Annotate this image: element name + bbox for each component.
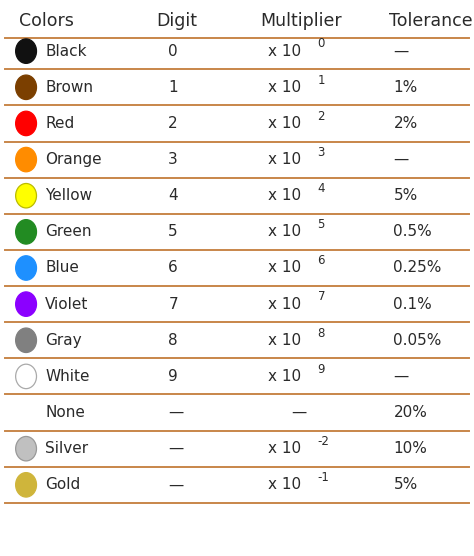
Text: Digit: Digit bbox=[156, 12, 197, 30]
Circle shape bbox=[16, 292, 36, 316]
Text: —: — bbox=[292, 405, 307, 420]
Text: 1: 1 bbox=[168, 80, 178, 95]
Text: 2%: 2% bbox=[393, 116, 418, 131]
Text: 4: 4 bbox=[318, 182, 325, 195]
Text: Blue: Blue bbox=[45, 261, 79, 275]
Text: —: — bbox=[168, 478, 183, 492]
Text: x 10: x 10 bbox=[268, 261, 301, 275]
Circle shape bbox=[16, 364, 36, 389]
Text: Red: Red bbox=[45, 116, 74, 131]
Text: 0: 0 bbox=[318, 37, 325, 51]
Text: Gray: Gray bbox=[45, 333, 82, 348]
Text: x 10: x 10 bbox=[268, 152, 301, 167]
Text: x 10: x 10 bbox=[268, 188, 301, 203]
Text: 9: 9 bbox=[168, 369, 178, 384]
Text: 6: 6 bbox=[318, 254, 325, 267]
Text: 0.1%: 0.1% bbox=[393, 297, 432, 311]
Circle shape bbox=[16, 256, 36, 280]
Text: 5: 5 bbox=[168, 225, 178, 239]
Text: Brown: Brown bbox=[45, 80, 93, 95]
Circle shape bbox=[16, 328, 36, 353]
Text: 3: 3 bbox=[318, 146, 325, 159]
Text: 0.05%: 0.05% bbox=[393, 333, 442, 348]
Text: —: — bbox=[393, 44, 409, 58]
Text: 7: 7 bbox=[318, 290, 325, 304]
Text: Black: Black bbox=[45, 44, 87, 58]
Text: Colors: Colors bbox=[19, 12, 74, 30]
Circle shape bbox=[16, 220, 36, 244]
Text: 5%: 5% bbox=[393, 478, 418, 492]
Text: x 10: x 10 bbox=[268, 333, 301, 348]
Text: Green: Green bbox=[45, 225, 91, 239]
Text: 1: 1 bbox=[318, 73, 325, 87]
Circle shape bbox=[16, 183, 36, 208]
Text: 8: 8 bbox=[318, 326, 325, 340]
Text: —: — bbox=[393, 369, 409, 384]
Text: 2: 2 bbox=[318, 110, 325, 123]
Text: None: None bbox=[45, 405, 85, 420]
Text: x 10: x 10 bbox=[268, 297, 301, 311]
Text: Multiplier: Multiplier bbox=[261, 12, 342, 30]
Text: 7: 7 bbox=[168, 297, 178, 311]
Text: -2: -2 bbox=[318, 435, 329, 448]
Text: x 10: x 10 bbox=[268, 441, 301, 456]
Text: —: — bbox=[168, 405, 183, 420]
Text: 2: 2 bbox=[168, 116, 178, 131]
Text: x 10: x 10 bbox=[268, 80, 301, 95]
Circle shape bbox=[16, 39, 36, 63]
Text: 0.25%: 0.25% bbox=[393, 261, 442, 275]
Circle shape bbox=[16, 75, 36, 100]
Text: Tolerance: Tolerance bbox=[389, 12, 472, 30]
Text: 6: 6 bbox=[168, 261, 178, 275]
Text: 3: 3 bbox=[168, 152, 178, 167]
Text: 9: 9 bbox=[318, 363, 325, 376]
Circle shape bbox=[16, 111, 36, 136]
Text: 8: 8 bbox=[168, 333, 178, 348]
Text: x 10: x 10 bbox=[268, 369, 301, 384]
Text: —: — bbox=[168, 441, 183, 456]
Text: Silver: Silver bbox=[45, 441, 88, 456]
Text: x 10: x 10 bbox=[268, 44, 301, 58]
Text: x 10: x 10 bbox=[268, 478, 301, 492]
Circle shape bbox=[16, 436, 36, 461]
Text: Violet: Violet bbox=[45, 297, 89, 311]
Text: -1: -1 bbox=[318, 471, 329, 484]
Text: 0.5%: 0.5% bbox=[393, 225, 432, 239]
Text: 1%: 1% bbox=[393, 80, 418, 95]
Text: 20%: 20% bbox=[393, 405, 427, 420]
Text: 5%: 5% bbox=[393, 188, 418, 203]
Circle shape bbox=[16, 147, 36, 172]
Text: Orange: Orange bbox=[45, 152, 101, 167]
Text: 4: 4 bbox=[168, 188, 178, 203]
Text: Yellow: Yellow bbox=[45, 188, 92, 203]
Text: x 10: x 10 bbox=[268, 225, 301, 239]
Text: White: White bbox=[45, 369, 90, 384]
Text: x 10: x 10 bbox=[268, 116, 301, 131]
Text: 5: 5 bbox=[318, 218, 325, 231]
Text: 10%: 10% bbox=[393, 441, 427, 456]
Text: —: — bbox=[393, 152, 409, 167]
Circle shape bbox=[16, 473, 36, 497]
Text: Gold: Gold bbox=[45, 478, 80, 492]
Text: 0: 0 bbox=[168, 44, 178, 58]
